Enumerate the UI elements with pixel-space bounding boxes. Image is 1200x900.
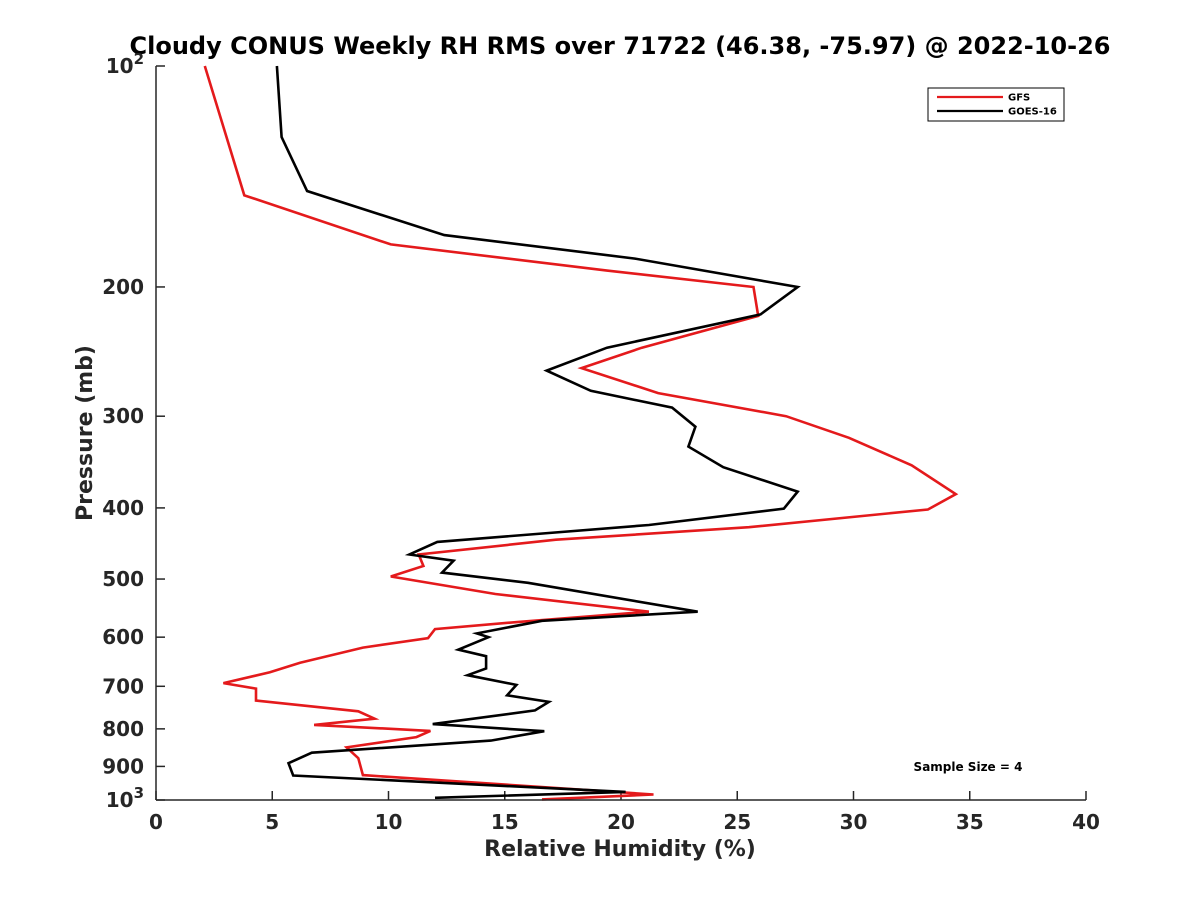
x-tick-label: 0: [149, 810, 163, 834]
series-lines: [203, 65, 959, 801]
series-line-goes-16: [275, 65, 801, 800]
chart-title: Cloudy CONUS Weekly RH RMS over 71722 (4…: [130, 32, 1111, 60]
x-axis-label: Relative Humidity (%): [484, 837, 756, 862]
y-tick-label: 200: [102, 275, 144, 299]
y-tick-label: 102: [106, 50, 144, 78]
y-axis-label: Pressure (mb): [73, 345, 98, 521]
x-tick-label: 30: [840, 810, 868, 834]
series-line-gfs: [203, 65, 959, 801]
x-tick-label: 35: [956, 810, 984, 834]
y-tick-labels: 102 200 300 400 500 600 700 800 900 103: [102, 50, 144, 812]
y-tick-label: 900: [102, 754, 144, 778]
x-tick-label: 15: [491, 810, 519, 834]
y-tick-label: 700: [102, 674, 144, 698]
legend-label-goes-16: GOES-16: [1008, 107, 1057, 118]
legend: GFS GOES-16: [927, 87, 1065, 122]
legend-box: [927, 87, 1065, 122]
sample-size-annotation: Sample Size = 4: [914, 760, 1023, 774]
x-tick-labels: 0 5 10 15 20 25 30 35 40: [149, 810, 1100, 834]
y-tick-label: 300: [102, 404, 144, 428]
x-tick-label: 5: [265, 810, 279, 834]
y-tick-label: 103: [106, 784, 144, 812]
axes: [155, 66, 1086, 801]
legend-label-gfs: GFS: [1008, 93, 1030, 104]
y-tick-label: 800: [102, 717, 144, 741]
x-tick-label: 25: [723, 810, 751, 834]
x-tick-label: 20: [607, 810, 635, 834]
y-tick-label: 500: [102, 567, 144, 591]
y-tick-label: 600: [102, 625, 144, 649]
x-tick-label: 10: [375, 810, 403, 834]
y-tick-label: 400: [102, 496, 144, 520]
x-tick-label: 40: [1072, 810, 1100, 834]
